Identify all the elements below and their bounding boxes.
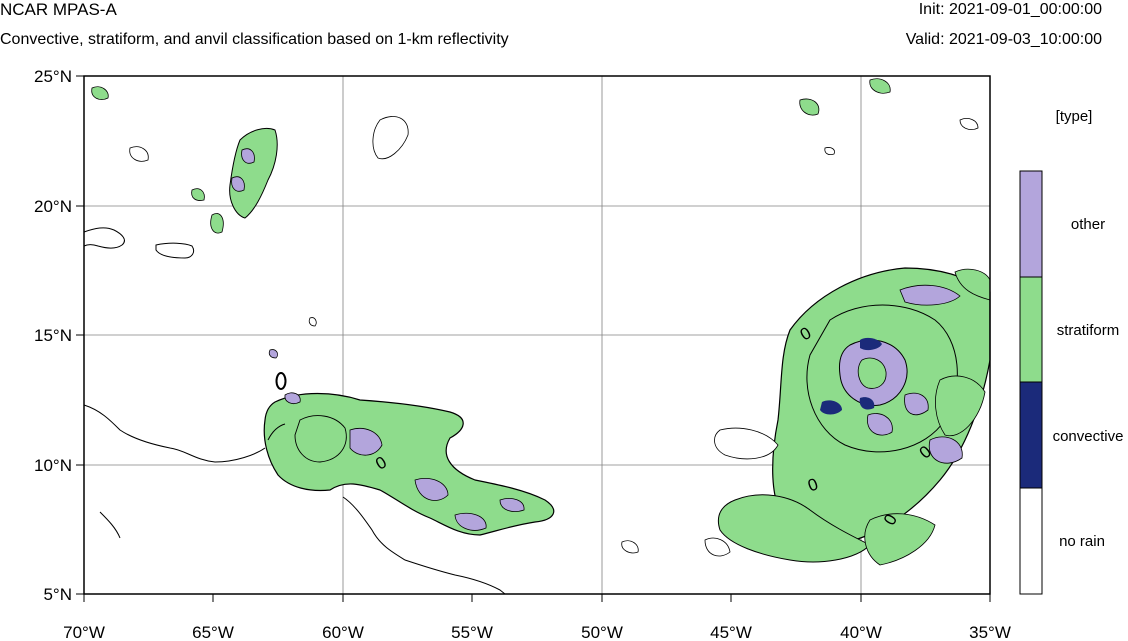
stratiform-cell: [869, 78, 891, 94]
stratiform-band: [717, 494, 871, 563]
other-area: [866, 413, 893, 436]
light-rain-contour: [308, 317, 317, 327]
lat-tick-label: 5°N: [43, 585, 72, 604]
map-title: NCAR MPAS-A: [0, 0, 117, 19]
coastline-island: [155, 242, 195, 259]
lat-tick-label: 10°N: [34, 456, 72, 475]
other-area: [241, 148, 255, 164]
lon-tick-label: 35°W: [969, 623, 1011, 641]
convective-cell: [860, 337, 882, 351]
axis-ticks: [76, 75, 991, 602]
other-area: [904, 392, 929, 416]
legend: [type] other stratiform convective no ra…: [1019, 108, 1124, 595]
coastline-guyana: [342, 496, 506, 595]
stratiform-cell: [91, 86, 109, 100]
lon-tick-label: 45°W: [710, 623, 752, 641]
light-rain-contour: [372, 116, 409, 160]
coastline-segment: [99, 511, 121, 539]
other-area: [414, 478, 449, 501]
legend-label-other: other: [1071, 216, 1105, 233]
latitude-labels: 25°N 20°N 15°N 10°N 5°N: [34, 67, 72, 604]
lon-tick-label: 55°W: [451, 623, 493, 641]
lon-tick-label: 65°W: [192, 623, 234, 641]
legend-title: [type]: [1056, 108, 1093, 125]
contour-label-ring: [275, 372, 287, 390]
coastlines: [83, 227, 506, 595]
coastline-venezuela: [83, 404, 266, 463]
convective-cell: [820, 400, 842, 415]
hurricane-rain-region: [621, 78, 991, 566]
lon-tick-label: 40°W: [840, 623, 882, 641]
legend-label-convective: convective: [1053, 428, 1124, 445]
other-area: [499, 498, 525, 512]
lon-tick-label: 70°W: [63, 623, 105, 641]
stratiform-band: [864, 513, 936, 566]
other-cell: [268, 349, 278, 359]
lon-tick-label: 60°W: [322, 623, 364, 641]
stratiform-cell: [210, 213, 224, 234]
legend-label-no-rain: no rain: [1059, 533, 1105, 550]
longitude-labels: 70°W 65°W 60°W 55°W 50°W 45°W 40°W 35°W: [63, 623, 1011, 641]
legend-swatch-convective: [1019, 381, 1043, 489]
lat-tick-label: 20°N: [34, 197, 72, 216]
lat-tick-label: 15°N: [34, 326, 72, 345]
other-area: [899, 284, 961, 306]
lat-tick-label: 25°N: [34, 67, 72, 86]
lon-tick-label: 50°W: [581, 623, 623, 641]
light-rain-contour: [714, 427, 779, 460]
convective-cell: [859, 397, 875, 410]
coastline-puerto-rico: [83, 227, 125, 249]
valid-time: Valid: 2021-09-03_10:00:00: [905, 31, 1102, 48]
eye-area: [857, 357, 887, 389]
legend-swatch-no-rain: [1019, 487, 1043, 595]
stratiform-cell: [191, 188, 205, 201]
light-rain-contour: [959, 118, 979, 130]
other-area: [284, 392, 301, 404]
legend-label-stratiform: stratiform: [1057, 322, 1120, 339]
light-rain-contour: [129, 146, 149, 162]
other-area: [454, 512, 487, 531]
map-subtitle: Convective, stratiform, and anvil classi…: [0, 31, 509, 48]
light-rain-contour: [824, 147, 835, 156]
stratiform-cell: [799, 98, 820, 116]
map-panel: 0 0 0 0 0: [83, 75, 991, 595]
legend-swatch-stratiform: [1019, 276, 1043, 383]
central-rain-region: [263, 116, 555, 536]
other-area: [231, 176, 245, 192]
light-rain-contour: [621, 540, 639, 554]
init-time: Init: 2021-09-01_00:00:00: [918, 1, 1102, 18]
other-area: [928, 436, 963, 464]
stratiform-inner: [294, 415, 347, 463]
light-rain-contour: [704, 537, 731, 557]
stratiform-band: [935, 375, 986, 437]
northwest-rain-region: [91, 86, 278, 234]
coastline-trinidad: [267, 423, 286, 441]
legend-swatch-other: [1019, 170, 1043, 278]
other-area: [349, 428, 383, 456]
